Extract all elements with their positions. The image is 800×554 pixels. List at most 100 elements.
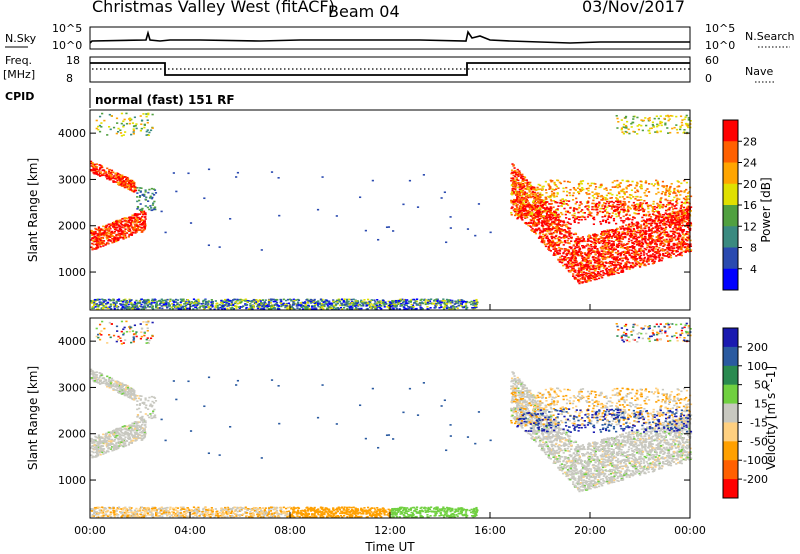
radar-cell <box>589 237 593 239</box>
radar-cell <box>121 174 124 177</box>
radar-cell <box>588 250 591 253</box>
radar-cell <box>102 301 105 303</box>
radar-cell <box>120 232 123 234</box>
radar-cell <box>554 250 557 253</box>
radar-cell <box>211 302 214 305</box>
radar-cell <box>531 227 534 230</box>
radar-cell <box>383 305 386 308</box>
radar-cell <box>645 248 648 251</box>
radar-cell <box>134 225 137 228</box>
radar-cell <box>257 304 260 306</box>
radar-cell <box>681 222 684 224</box>
radar-cell <box>135 229 138 232</box>
radar-cell <box>96 246 100 249</box>
radar-cell <box>171 307 174 310</box>
radar-cell <box>129 218 132 221</box>
radar-cell <box>651 262 655 265</box>
radar-cell <box>179 304 183 306</box>
radar-cell <box>107 223 110 226</box>
radar-cell <box>545 212 548 215</box>
radar-cell <box>112 240 115 242</box>
radar-cell <box>556 219 559 221</box>
radar-cell <box>114 220 118 223</box>
radar-cell <box>134 217 137 220</box>
radar-cell <box>93 304 96 307</box>
radar-cell <box>133 227 136 229</box>
radar-cell <box>640 263 643 265</box>
radar-cell <box>106 175 109 177</box>
radar-cell <box>96 238 99 241</box>
radar-cell <box>538 227 541 230</box>
radar-cell <box>131 219 134 222</box>
radar-cell <box>218 246 221 248</box>
radar-cell <box>641 239 644 241</box>
radar-cell <box>150 197 154 200</box>
radar-cell <box>148 301 151 304</box>
radar-cell <box>270 298 273 301</box>
radar-cell <box>144 218 147 220</box>
radar-cell <box>102 172 106 175</box>
radar-cell <box>576 253 580 256</box>
radar-cell <box>115 235 118 237</box>
radar-cell <box>197 298 200 301</box>
radar-cell <box>332 306 335 309</box>
radar-cell <box>116 130 120 133</box>
radar-cell <box>127 229 130 232</box>
radar-cell <box>117 230 120 233</box>
radar-cell <box>519 216 523 218</box>
radar-cell <box>91 305 94 308</box>
radar-cell <box>557 220 561 223</box>
radar-cell <box>382 301 385 304</box>
radar-cell <box>320 299 323 302</box>
radar-cell <box>277 177 280 179</box>
radar-cell <box>151 113 154 116</box>
radar-cell <box>327 300 330 303</box>
radar-cell <box>95 171 98 174</box>
radar-cell <box>120 178 123 180</box>
radar-cell <box>99 175 102 177</box>
radar-cell <box>313 308 316 310</box>
radar-cell <box>613 247 616 249</box>
radar-cell <box>514 175 517 178</box>
radar-cell <box>392 230 395 232</box>
radar-cell <box>568 230 571 233</box>
radar-cell <box>245 303 248 306</box>
radar-cell <box>139 213 142 215</box>
radar-cell <box>655 224 658 227</box>
radar-cell <box>92 167 95 169</box>
radar-cell <box>676 250 679 253</box>
radar-cell <box>127 180 130 183</box>
radar-cell <box>443 191 446 194</box>
radar-cell <box>290 299 293 302</box>
radar-cell <box>613 271 616 274</box>
radar-cell <box>597 264 601 266</box>
radar-cell <box>108 225 111 228</box>
radar-cell <box>462 300 466 303</box>
radar-cell <box>570 232 573 235</box>
radar-cell <box>267 304 270 306</box>
radar-cell <box>627 238 631 240</box>
radar-cell <box>231 306 234 309</box>
radar-cell <box>415 298 419 301</box>
radar-cell <box>639 257 642 259</box>
radar-cell <box>297 299 301 302</box>
radar-cell <box>109 128 112 131</box>
radar-cell <box>124 178 128 181</box>
radar-cell <box>581 274 584 277</box>
radar-cell <box>343 298 346 301</box>
radar-cell <box>592 272 595 274</box>
radar-cell <box>126 301 129 304</box>
radar-cell <box>120 183 123 185</box>
radar-cell <box>92 301 96 304</box>
radar-cell <box>99 167 102 170</box>
radar-cell <box>106 228 109 231</box>
radar-cell <box>672 253 675 255</box>
radar-cell <box>685 230 688 233</box>
radar-cell <box>634 265 637 267</box>
radar-cell <box>229 299 232 302</box>
radar-cell <box>120 224 124 226</box>
radar-cell <box>190 305 193 308</box>
radar-cell <box>198 302 201 304</box>
radar-cell <box>136 224 139 227</box>
radar-cell <box>305 299 308 301</box>
